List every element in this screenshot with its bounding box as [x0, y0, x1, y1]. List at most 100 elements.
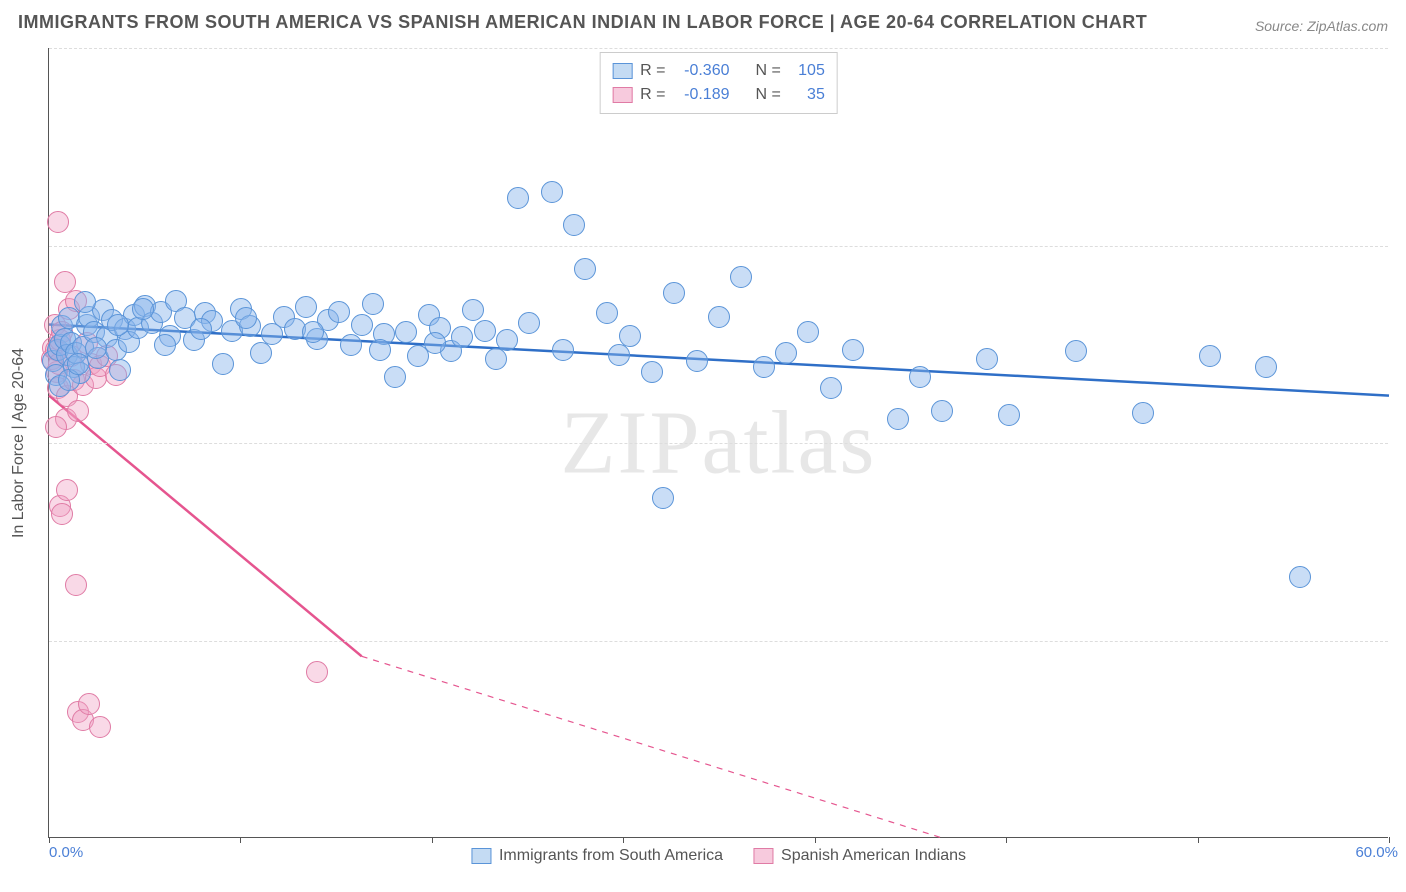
data-point — [686, 350, 708, 372]
x-tick-mark — [815, 837, 816, 843]
data-point — [67, 353, 89, 375]
data-point — [67, 400, 89, 422]
x-tick-mark — [623, 837, 624, 843]
data-point — [1255, 356, 1277, 378]
data-point — [931, 400, 953, 422]
data-point — [328, 301, 350, 323]
x-tick-mark — [1198, 837, 1199, 843]
y-tick-label: 100.0% — [1396, 40, 1406, 57]
legend-label-2: Spanish American Indians — [781, 847, 966, 865]
n-label-2: N = — [756, 83, 781, 107]
data-point — [154, 334, 176, 356]
data-point — [518, 312, 540, 334]
data-point — [1199, 345, 1221, 367]
data-point — [485, 348, 507, 370]
gridline-h — [49, 641, 1388, 642]
trendline — [362, 656, 943, 838]
legend-stats-box: R = -0.360 N = 105 R = -0.189 N = 35 — [599, 52, 838, 114]
data-point — [132, 298, 154, 320]
data-point — [474, 320, 496, 342]
data-point — [47, 211, 69, 233]
trendline — [49, 396, 362, 657]
data-point — [730, 266, 752, 288]
x-tick-mark — [1389, 837, 1390, 843]
data-point — [641, 361, 663, 383]
data-point — [109, 359, 131, 381]
n-value-2: 35 — [789, 83, 825, 107]
n-value-1: 105 — [789, 59, 825, 83]
data-point — [663, 282, 685, 304]
data-point — [797, 321, 819, 343]
data-point — [362, 293, 384, 315]
data-point — [753, 356, 775, 378]
data-point — [74, 291, 96, 313]
legend-label-1: Immigrants from South America — [499, 847, 723, 865]
r-label: R = — [640, 59, 665, 83]
data-point — [56, 479, 78, 501]
data-point — [351, 314, 373, 336]
data-point — [302, 321, 324, 343]
data-point — [887, 408, 909, 430]
data-point — [235, 307, 257, 329]
x-tick-mark — [240, 837, 241, 843]
data-point — [78, 693, 100, 715]
data-point — [45, 416, 67, 438]
r-value-2: -0.189 — [674, 83, 730, 107]
data-point — [608, 344, 630, 366]
x-tick-mark — [49, 837, 50, 843]
data-point — [552, 339, 574, 361]
data-point — [384, 366, 406, 388]
data-point — [541, 181, 563, 203]
legend-item-1: Immigrants from South America — [471, 847, 723, 865]
data-point — [250, 342, 272, 364]
data-point — [507, 187, 529, 209]
x-tick-mark — [1006, 837, 1007, 843]
data-point — [596, 302, 618, 324]
data-point — [1289, 566, 1311, 588]
legend-stats-row-2: R = -0.189 N = 35 — [612, 83, 825, 107]
data-point — [842, 339, 864, 361]
x-axis-max-label: 60.0% — [1355, 844, 1398, 861]
plot-area: In Labor Force | Age 20-64 R = -0.360 N … — [48, 48, 1388, 838]
data-point — [212, 353, 234, 375]
data-point — [1065, 340, 1087, 362]
swatch-series-1 — [612, 63, 632, 79]
chart-title: IMMIGRANTS FROM SOUTH AMERICA VS SPANISH… — [18, 12, 1147, 33]
data-point — [424, 332, 446, 354]
data-point — [190, 318, 212, 340]
data-point — [451, 326, 473, 348]
data-point — [65, 574, 87, 596]
data-point — [462, 299, 484, 321]
data-point — [1132, 402, 1154, 424]
r-label-2: R = — [640, 83, 665, 107]
x-tick-mark — [432, 837, 433, 843]
data-point — [563, 214, 585, 236]
data-point — [306, 661, 328, 683]
data-point — [708, 306, 730, 328]
legend-bottom: Immigrants from South America Spanish Am… — [471, 847, 966, 865]
data-point — [369, 339, 391, 361]
data-point — [395, 321, 417, 343]
r-value-1: -0.360 — [674, 59, 730, 83]
n-label: N = — [756, 59, 781, 83]
data-point — [85, 337, 107, 359]
gridline-h — [49, 246, 1388, 247]
data-point — [496, 329, 518, 351]
data-point — [909, 366, 931, 388]
swatch-bottom-2 — [753, 848, 773, 864]
data-point — [998, 404, 1020, 426]
y-axis-label: In Labor Force | Age 20-64 — [10, 347, 28, 537]
data-point — [976, 348, 998, 370]
data-point — [775, 342, 797, 364]
data-point — [295, 296, 317, 318]
y-tick-label: 87.5% — [1396, 237, 1406, 254]
swatch-bottom-1 — [471, 848, 491, 864]
y-tick-label: 62.5% — [1396, 632, 1406, 649]
data-point — [619, 325, 641, 347]
data-point — [820, 377, 842, 399]
x-axis-min-label: 0.0% — [49, 844, 83, 861]
data-point — [340, 334, 362, 356]
y-tick-label: 75.0% — [1396, 435, 1406, 452]
data-point — [89, 716, 111, 738]
legend-stats-row-1: R = -0.360 N = 105 — [612, 59, 825, 83]
